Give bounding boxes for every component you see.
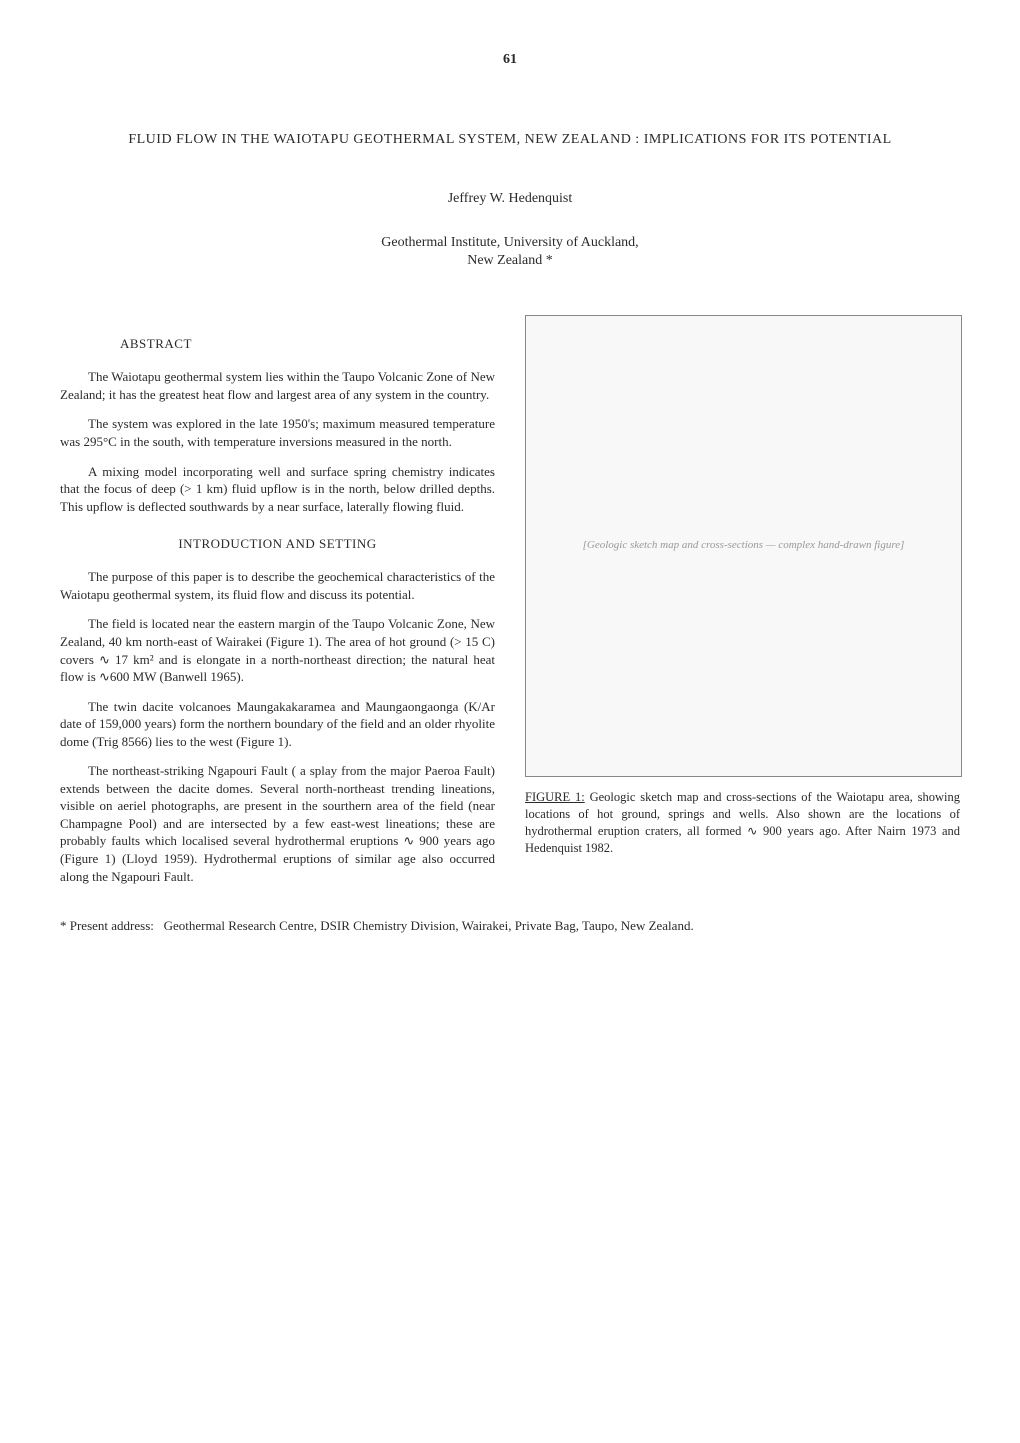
intro-para-3: The twin dacite volcanoes Maungakakarame… bbox=[60, 698, 495, 751]
intro-para-1: The purpose of this paper is to describe… bbox=[60, 568, 495, 603]
two-column-layout: ABSTRACT The Waiotapu geothermal system … bbox=[60, 315, 960, 897]
figure-1-image: [Geologic sketch map and cross-sections … bbox=[525, 315, 962, 777]
introduction-heading: INTRODUCTION AND SETTING bbox=[60, 535, 495, 553]
author-name: Jeffrey W. Hedenquist bbox=[60, 189, 960, 209]
affiliation: Geothermal Institute, University of Auck… bbox=[60, 234, 960, 270]
intro-para-2: The field is located near the eastern ma… bbox=[60, 615, 495, 685]
abstract-para-2: The system was explored in the late 1950… bbox=[60, 415, 495, 450]
abstract-para-3: A mixing model incorporating well and su… bbox=[60, 463, 495, 516]
paper-title: FLUID FLOW IN THE WAIOTAPU GEOTHERMAL SY… bbox=[60, 130, 960, 150]
intro-para-4: The northeast-striking Ngapouri Fault ( … bbox=[60, 762, 495, 885]
right-column: [Geologic sketch map and cross-sections … bbox=[525, 315, 960, 897]
page-number: 61 bbox=[60, 50, 960, 70]
footnote-text: Geothermal Research Centre, DSIR Chemist… bbox=[164, 918, 694, 933]
footnote: * Present address: Geothermal Research C… bbox=[60, 917, 960, 935]
affiliation-line1: Geothermal Institute, University of Auck… bbox=[381, 235, 638, 250]
affiliation-line2: New Zealand * bbox=[467, 253, 553, 268]
footnote-label: Present address: bbox=[70, 918, 154, 933]
figure-1-caption-text: Geologic sketch map and cross-sections o… bbox=[525, 790, 960, 855]
abstract-para-1: The Waiotapu geothermal system lies with… bbox=[60, 368, 495, 403]
footnote-marker: * bbox=[60, 918, 67, 933]
figure-1-caption: FIGURE 1: Geologic sketch map and cross-… bbox=[525, 789, 960, 857]
figure-1-label: FIGURE 1: bbox=[525, 790, 585, 804]
abstract-heading: ABSTRACT bbox=[120, 335, 495, 353]
left-column: ABSTRACT The Waiotapu geothermal system … bbox=[60, 315, 495, 897]
